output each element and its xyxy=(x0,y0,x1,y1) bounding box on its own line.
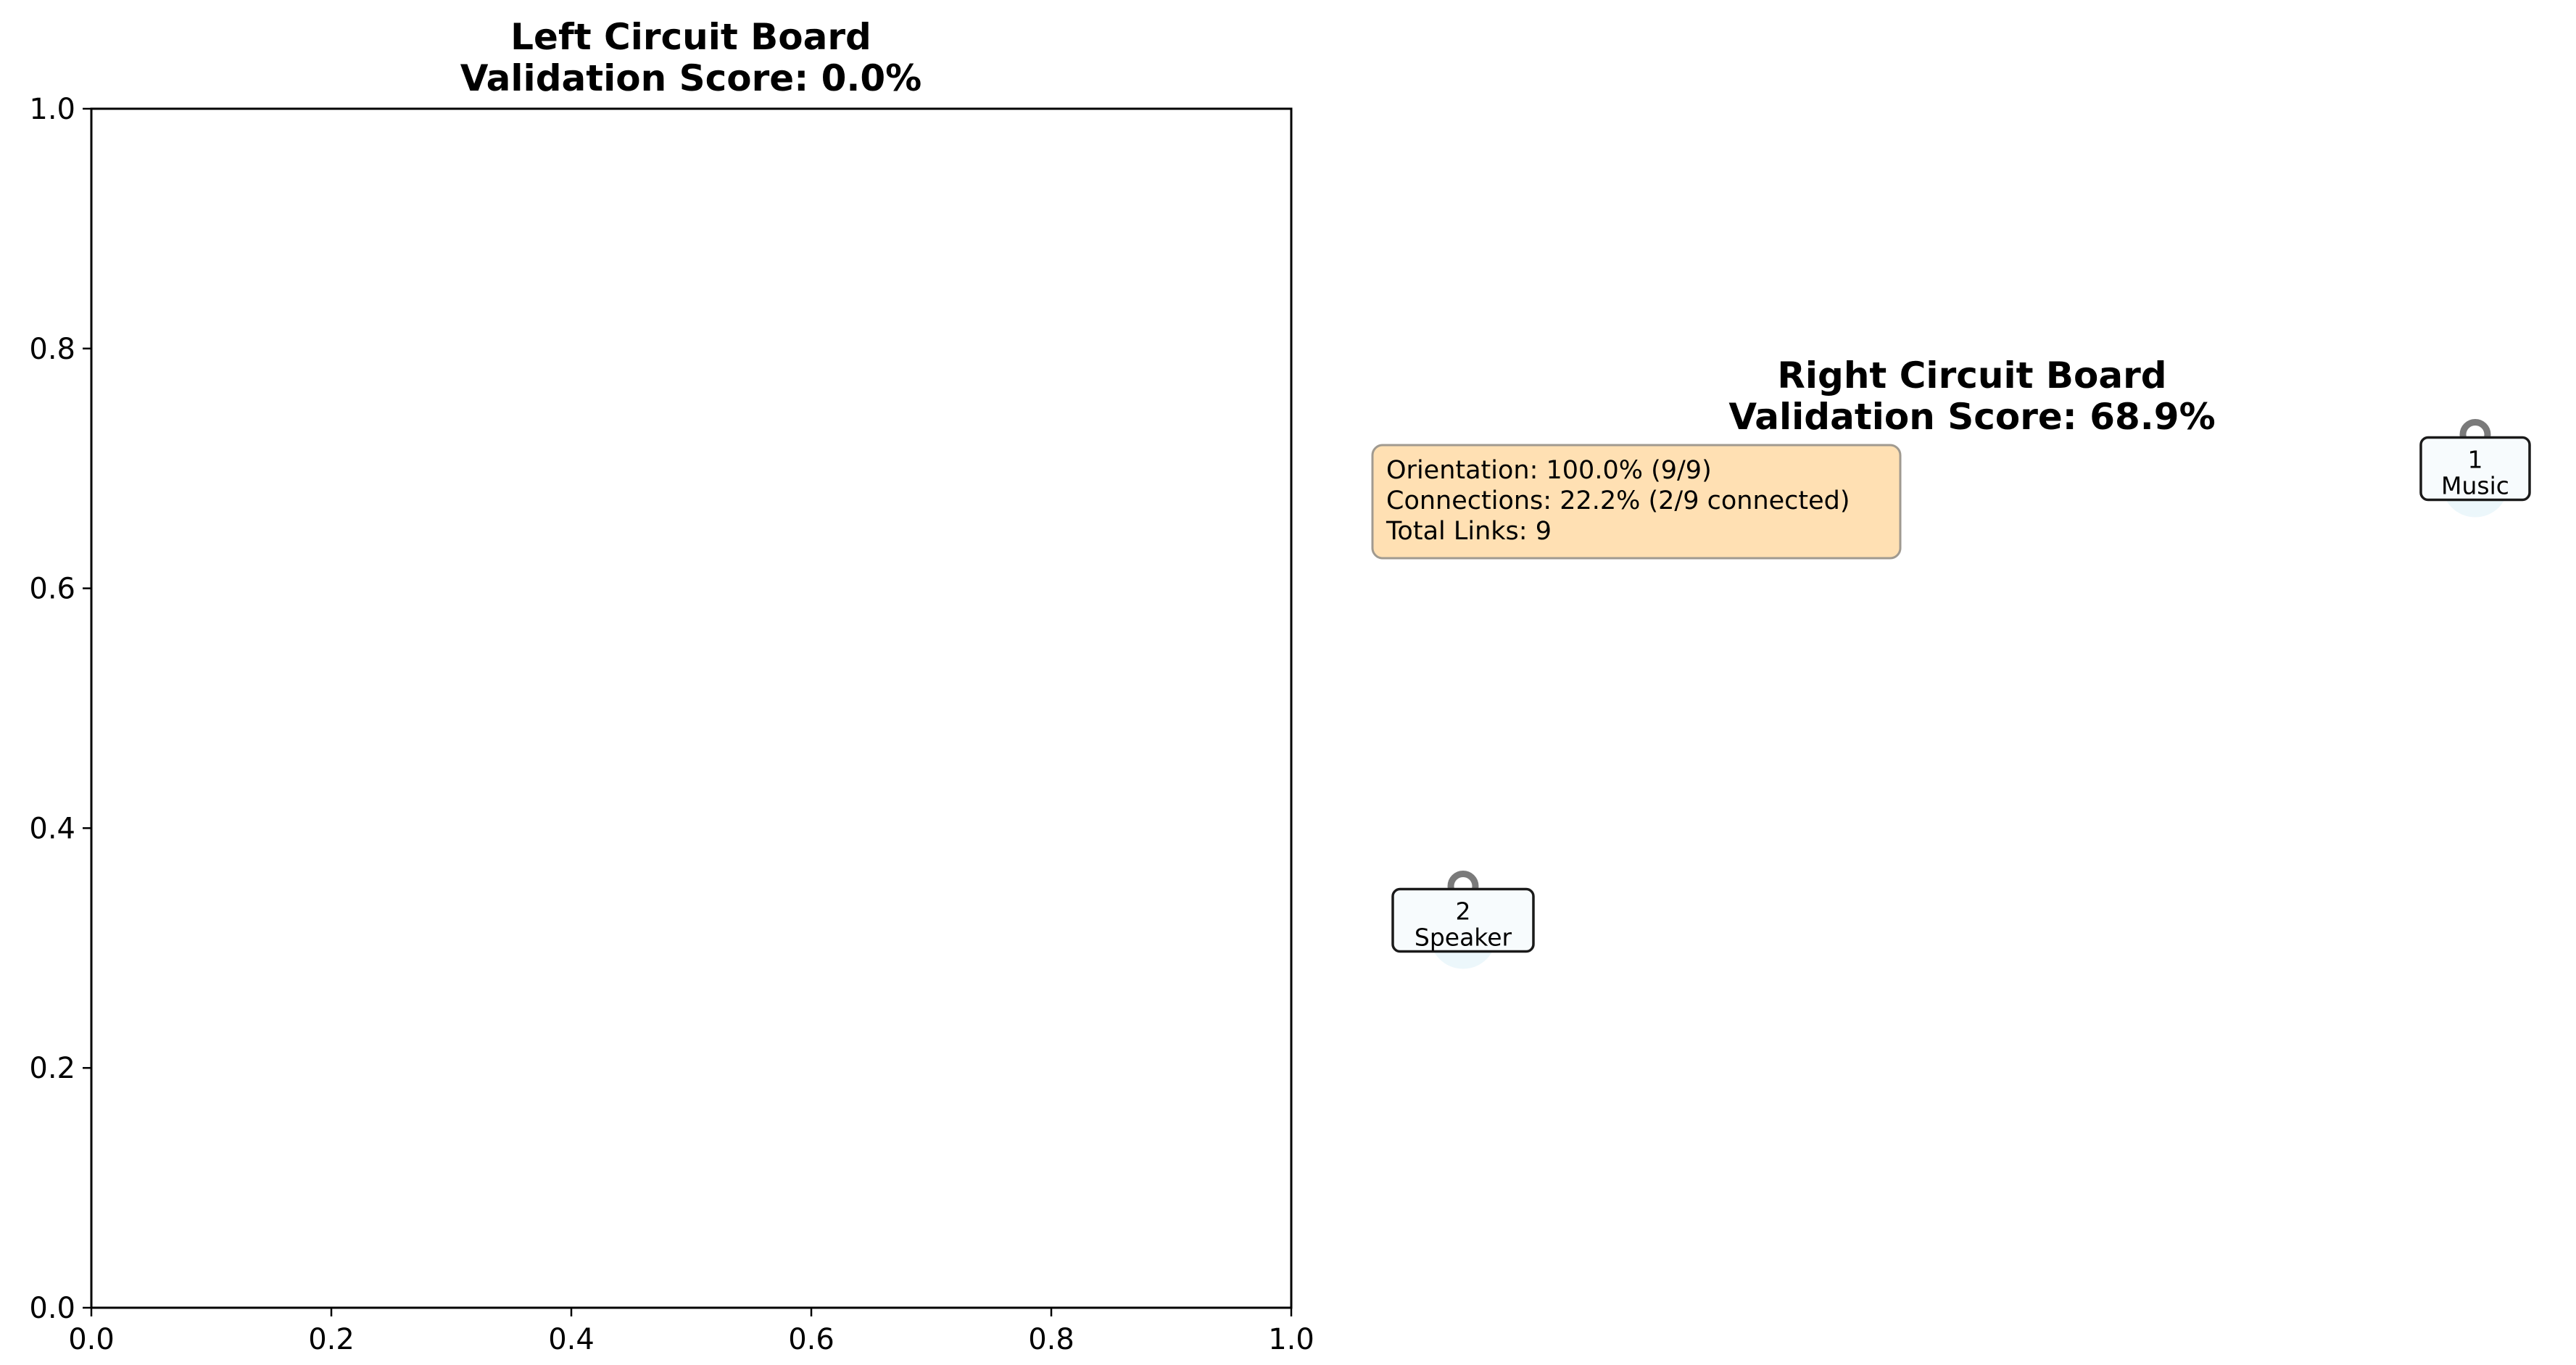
y-tick-label: 0.4 xyxy=(29,812,75,845)
right-chart: Right Circuit Board Validation Score: 68… xyxy=(1371,354,2531,969)
x-tick-label: 0.8 xyxy=(1028,1323,1074,1356)
info-line-total-links: Total Links: 9 xyxy=(1386,517,1552,546)
right-title-line2: Validation Score: 68.9% xyxy=(1728,396,2215,438)
node-label-box xyxy=(1391,887,1535,953)
left-chart: Left Circuit Board Validation Score: 0.0… xyxy=(29,16,1314,1356)
left-x-axis: 0.0 0.2 0.4 0.6 0.8 1.0 xyxy=(68,1308,1314,1356)
right-title-line1: Right Circuit Board xyxy=(1777,354,2166,397)
x-tick-label: 0.4 xyxy=(548,1323,595,1356)
y-tick-label: 0.8 xyxy=(29,333,75,366)
y-tick-label: 1.0 xyxy=(29,93,75,126)
y-tick-label: 0.0 xyxy=(29,1292,75,1325)
node-id: 2 xyxy=(1456,897,1471,926)
info-line-connections: Connections: 22.2% (2/9 connected) xyxy=(1386,486,1850,515)
x-tick-label: 0.2 xyxy=(308,1323,355,1356)
left-title-line2: Validation Score: 0.0% xyxy=(460,57,922,99)
left-title-line1: Left Circuit Board xyxy=(510,16,871,58)
node-label-box xyxy=(2419,436,2531,502)
x-tick-label: 0.0 xyxy=(68,1323,115,1356)
info-box: Orientation: 100.0% (9/9) Connections: 2… xyxy=(1371,444,1902,560)
info-line-orientation: Orientation: 100.0% (9/9) xyxy=(1386,456,1712,485)
y-tick-label: 0.6 xyxy=(29,573,75,606)
x-tick-label: 0.6 xyxy=(788,1323,834,1356)
y-tick-label: 0.2 xyxy=(29,1052,75,1085)
info-box-background xyxy=(1371,444,1902,560)
left-plot-frame xyxy=(90,107,1293,1309)
node-id: 1 xyxy=(2468,446,2483,474)
x-tick-label: 1.0 xyxy=(1268,1323,1314,1356)
node-label: Speaker xyxy=(1415,924,1512,952)
left-y-axis: 0.0 0.2 0.4 0.6 0.8 1.0 xyxy=(29,93,91,1325)
node-label: Music xyxy=(2441,472,2509,500)
